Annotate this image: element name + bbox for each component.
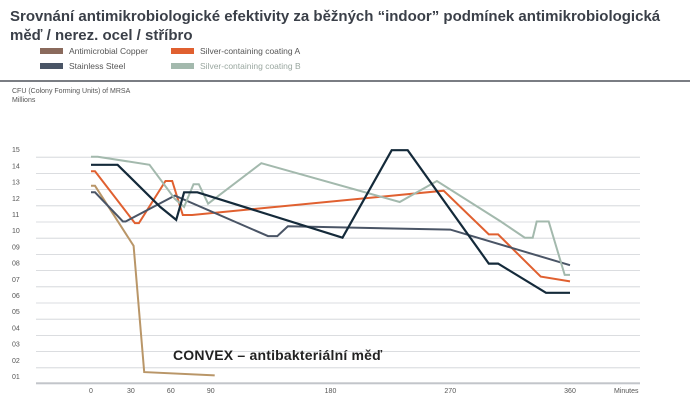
- legend-swatch: [40, 48, 63, 54]
- y-tick-label: 09: [12, 244, 20, 251]
- legend-item-antimicrobial-copper: Antimicrobial Copper: [40, 46, 148, 56]
- legend: Antimicrobial Copper Silver-containing c…: [40, 46, 460, 76]
- series-line-stainless-steel: [91, 191, 571, 267]
- x-tick-label: 180: [325, 388, 337, 395]
- y-axis-label: CFU (Colony Forming Units) of MRSA: [12, 88, 131, 95]
- y-tick-label: 05: [12, 309, 20, 316]
- y-tick-label: 03: [12, 342, 20, 349]
- legend-label: Silver-containing coating B: [200, 61, 301, 71]
- series-line-silver-containing-coating-a: [91, 170, 571, 283]
- series-line-antimicrobial-copper: [91, 184, 215, 377]
- legend-item-silver-coating-a: Silver-containing coating A: [171, 46, 300, 56]
- legend-label: Stainless Steel: [69, 61, 126, 71]
- y-tick-label: 04: [12, 325, 20, 332]
- y-axis-unit: Millions: [12, 97, 36, 104]
- legend-swatch: [171, 63, 194, 69]
- legend-item-silver-coating-b: Silver-containing coating B: [171, 61, 301, 71]
- y-tick-label: 07: [12, 277, 20, 284]
- y-tick-label: 15: [12, 147, 20, 154]
- legend-swatch: [40, 63, 63, 69]
- y-tick-label: 13: [12, 180, 20, 187]
- legend-label: Silver-containing coating A: [200, 46, 301, 56]
- x-tick-label: 30: [127, 388, 135, 395]
- y-tick-label: 11: [12, 212, 19, 219]
- y-tick-label: 08: [12, 261, 20, 268]
- x-tick-label: 270: [444, 388, 456, 395]
- x-tick-label: 0: [89, 388, 93, 395]
- y-tick-label: 06: [12, 293, 20, 300]
- chart-title: Srovnání antimikrobiologické efektivity …: [10, 8, 661, 44]
- convex-annotation: CONVEX – antibakteriální měď: [173, 347, 383, 363]
- series-line-silver-containing-coating-b: [91, 155, 570, 276]
- x-tick-label: 60: [167, 388, 175, 395]
- series-line-unlabeled: [91, 149, 570, 294]
- y-tick-label: 14: [12, 163, 20, 170]
- x-tick-label: 90: [207, 388, 215, 395]
- legend-label: Antimicrobial Copper: [69, 46, 148, 56]
- x-tick-label: 360: [564, 388, 576, 395]
- y-tick-label: 01: [12, 374, 20, 381]
- header-divider: [0, 80, 690, 82]
- y-tick-label: 10: [12, 228, 20, 235]
- x-axis-label: Minutes: [614, 388, 639, 395]
- y-tick-label: 02: [12, 358, 20, 365]
- y-tick-label: 12: [12, 196, 20, 203]
- legend-swatch: [171, 48, 194, 54]
- legend-item-stainless-steel: Stainless Steel: [40, 61, 125, 71]
